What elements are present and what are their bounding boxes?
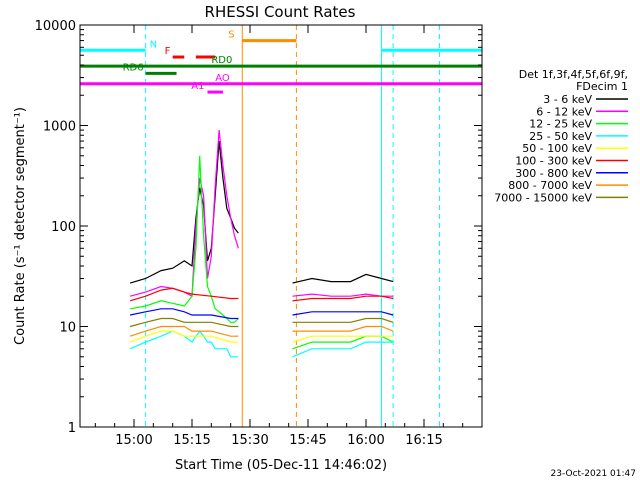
legend-title-line-1: Det 1f,3f,4f,5f,6f,9f, <box>519 68 628 81</box>
flag-label-rd6: RD6 <box>123 62 144 73</box>
plot-area <box>80 25 482 427</box>
flag-label-ao: AO <box>215 73 230 84</box>
legend-label-800-7000-kev: 800 - 7000 keV <box>508 179 592 192</box>
legend-label-6-12-kev: 6 - 12 keV <box>536 105 592 118</box>
y-tick-label-1: 10 <box>59 321 76 336</box>
legend-label-300-800-kev: 300 - 800 keV <box>515 167 592 180</box>
y-tick-label-3: 1000 <box>43 120 76 135</box>
series-300-800-kev-seg-0 <box>129 308 239 320</box>
legend: Det 1f,3f,4f,5f,6f,9f, FDecim 1 3 - 6 ke… <box>494 68 628 204</box>
series-800-7000-kev-seg-0 <box>129 325 239 337</box>
series-25-50-kev-seg-1 <box>292 341 394 358</box>
legend-title-line-2: FDecim 1 <box>576 80 628 93</box>
x-tick-label-3: 15:45 <box>289 433 326 448</box>
series-800-7000-kev-seg-1 <box>292 325 394 332</box>
axes: 15:00 15:15 15:30 15:45 16:00 16:15 1 10 100 1000… <box>35 19 482 448</box>
series-3-6-kev-seg-1 <box>292 273 394 284</box>
x-tick-label-1: 15:15 <box>173 433 210 448</box>
x-tick-label-0: 15:00 <box>115 433 152 448</box>
series-12-25-kev-seg-0 <box>129 155 239 323</box>
flag-label-n: N <box>150 39 157 50</box>
legend-label-25-50-kev: 25 - 50 keV <box>529 130 592 143</box>
series-7000-15000-kev-seg-0 <box>129 317 239 328</box>
y-tick-label-2: 100 <box>51 220 76 235</box>
legend-label-7000-15000-kev: 7000 - 15000 keV <box>494 191 592 204</box>
footer-date: 23-Oct-2021 01:47 <box>551 469 636 479</box>
flag-labels: NF S RD0 RD6 AO A1 <box>123 30 235 93</box>
x-tick-label-2: 15:30 <box>231 433 268 448</box>
series-25-50-kev-seg-0 <box>129 330 239 358</box>
flag-label-rd0: RD0 <box>211 55 232 66</box>
y-tick-label-0: 1 <box>68 421 76 436</box>
chart-title: RHESSI Count Rates <box>205 3 356 21</box>
y-axis-label: Count Rate (s⁻¹ detector segment⁻¹) <box>13 107 28 345</box>
legend-label-12-25-kev: 12 - 25 keV <box>529 118 592 131</box>
flag-label-a1: A1 <box>191 81 204 92</box>
legend-label-3-6-kev: 3 - 6 keV <box>543 93 592 106</box>
series-50-100-kev-seg-0 <box>129 330 239 343</box>
flag-label-f: F <box>165 46 171 57</box>
series-300-800-kev-seg-1 <box>292 311 394 316</box>
series-100-300-kev-seg-1 <box>292 295 394 302</box>
series-100-300-kev-seg-0 <box>129 287 239 302</box>
x-tick-label-4: 16:00 <box>347 433 384 448</box>
y-tick-label-4: 10000 <box>35 19 76 34</box>
flag-label-s: S <box>228 30 234 41</box>
legend-label-100-300-kev: 100 - 300 keV <box>515 155 592 168</box>
x-tick-label-5: 16:15 <box>405 433 442 448</box>
legend-label-50-100-kev: 50 - 100 keV <box>522 142 592 155</box>
series-7000-15000-kev-seg-1 <box>292 317 394 323</box>
series-50-100-kev-seg-1 <box>292 335 394 343</box>
x-axis-label: Start Time (05-Dec-11 14:46:02) <box>175 458 387 473</box>
